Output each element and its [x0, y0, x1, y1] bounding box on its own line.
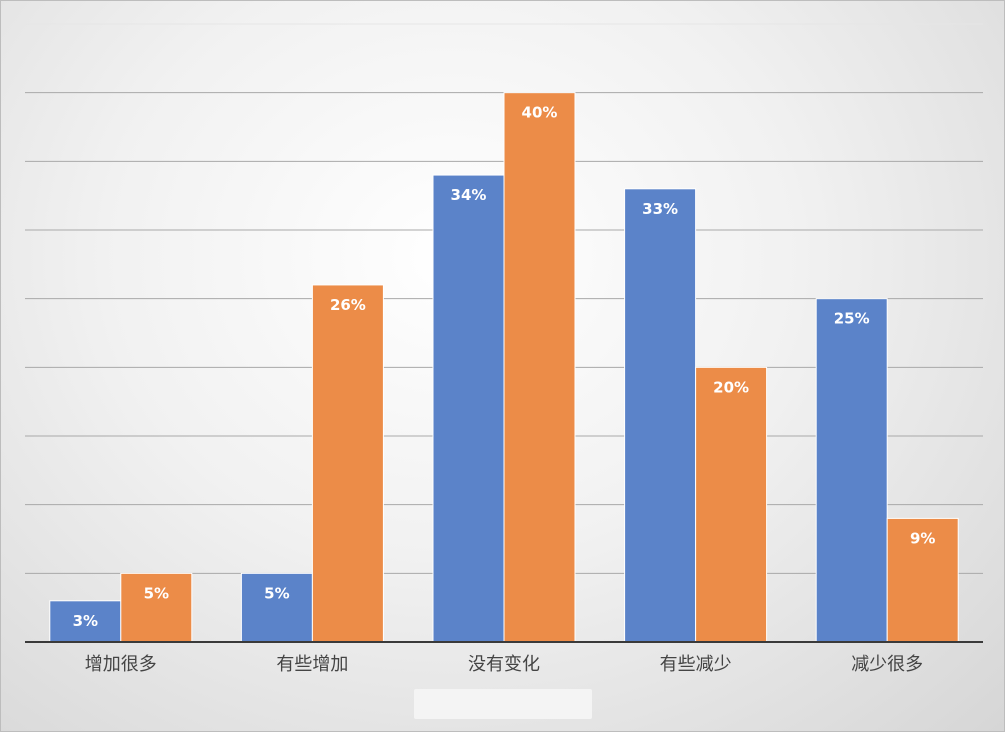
legend — [414, 689, 592, 719]
category-label-5: 减少很多 — [851, 654, 923, 675]
bar-series-2-3 — [503, 92, 576, 643]
data-label-series-2-5: 9% — [910, 529, 935, 547]
category-label-2: 有些增加 — [276, 654, 348, 675]
category-label-4: 有些减少 — [660, 654, 732, 675]
data-label-series-1-3: 34% — [451, 186, 487, 204]
bar-series-1-5 — [815, 298, 888, 643]
data-label-series-2-2: 26% — [330, 296, 366, 314]
category-label-1: 增加很多 — [85, 654, 157, 675]
data-label-series-2-3: 40% — [522, 104, 558, 122]
data-label-series-2-1: 5% — [144, 584, 169, 602]
bars-group — [49, 92, 959, 643]
data-label-series-2-4: 20% — [713, 378, 749, 396]
data-label-series-1-2: 5% — [264, 584, 289, 602]
bar-series-1-4 — [624, 188, 697, 643]
data-labels-group: 3% 5% 5% 26% 34% 40% 33% 20% 25% 9% — [73, 104, 936, 630]
bar-series-2-2 — [311, 284, 384, 643]
data-label-series-1-4: 33% — [642, 200, 678, 218]
data-label-series-1-1: 3% — [73, 612, 98, 630]
data-label-series-1-5: 25% — [834, 310, 870, 328]
bar-series-2-4 — [695, 366, 768, 643]
category-labels-group: 增加很多 有些增加 没有变化 有些减少 减少很多 — [85, 654, 923, 675]
bar-series-2-5 — [886, 517, 959, 643]
category-label-3: 没有变化 — [468, 654, 540, 675]
bar-series-1-3 — [432, 174, 505, 643]
